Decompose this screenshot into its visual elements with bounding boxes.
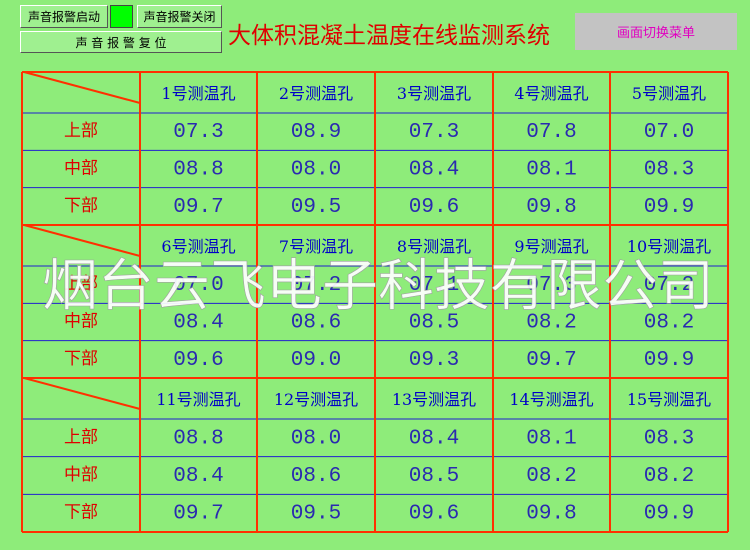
hole-header: 9号测温孔 [514,237,588,256]
page-title: 大体积混凝土温度在线监测系统 [228,23,550,49]
temperature-value: 09.5 [291,196,341,219]
temperature-value: 09.6 [409,196,459,219]
temperature-value: 07.0 [173,274,223,297]
temperature-value: 09.9 [644,503,694,526]
temperature-value: 09.7 [173,196,223,219]
hole-header: 11号测温孔 [156,390,240,409]
temperature-value: 09.7 [173,503,223,526]
temperature-value: 07.2 [644,274,694,297]
temperature-value: 08.4 [173,465,223,488]
watermark: 烟台云飞电子科技有限公司 [42,254,714,319]
hole-header: 10号测温孔 [627,237,711,256]
hole-header: 13号测温孔 [392,390,476,409]
temperature-value: 09.0 [291,349,341,372]
temperature-value: 07.3 [526,274,576,297]
temperature-value: 08.3 [644,159,694,182]
temperature-value: 09.9 [644,196,694,219]
header-diagonal [23,224,141,257]
menu-button[interactable]: 画面切换菜单 [575,13,737,50]
temperature-value: 08.1 [526,159,576,182]
temperature-value: 07.8 [526,121,576,144]
temperature-value: 08.8 [173,159,223,182]
hole-header: 8号测温孔 [397,237,471,256]
row-label: 上部 [64,427,98,447]
row-label: 上部 [64,274,98,294]
hole-header: 6号测温孔 [161,237,235,256]
hole-header: 7号测温孔 [279,237,353,256]
temperature-value: 09.9 [644,349,694,372]
hole-header: 14号测温孔 [509,390,593,409]
header-diagonal [23,71,141,104]
hole-header: 1号测温孔 [161,84,235,103]
temperature-value: 08.2 [644,312,694,335]
temperature-value: 08.2 [644,465,694,488]
temperature-value: 08.5 [409,312,459,335]
temperature-value: 07.1 [409,274,459,297]
temperature-value: 08.4 [409,159,459,182]
alarm-indicator [110,5,133,28]
temperature-value: 09.6 [409,503,459,526]
temperature-value: 08.3 [644,427,694,450]
temperature-value: 09.7 [526,349,576,372]
row-label: 中部 [64,465,98,485]
temperature-value: 08.0 [291,159,341,182]
temperature-value: 08.2 [526,465,576,488]
alarm-reset-button[interactable]: 声 音 报 警 复 位 [20,31,222,53]
row-label: 上部 [64,121,98,141]
temperature-value: 09.5 [291,503,341,526]
hole-header: 2号测温孔 [279,84,353,103]
header-diagonal [23,377,141,410]
hole-header: 15号测温孔 [627,390,711,409]
temperature-value: 07.2 [291,274,341,297]
alarm-on-button[interactable]: 声音报警启动 [20,5,108,28]
temperature-value: 08.9 [291,121,341,144]
temperature-value: 08.2 [526,312,576,335]
temperature-value: 09.6 [173,349,223,372]
hole-header: 5号测温孔 [632,84,706,103]
temperature-value: 09.8 [526,196,576,219]
temperature-value: 08.4 [173,312,223,335]
row-label: 中部 [64,312,98,332]
hole-header: 12号测温孔 [274,390,358,409]
temperature-value: 07.0 [644,121,694,144]
row-label: 下部 [64,196,98,216]
row-label: 下部 [64,503,98,523]
temperature-value: 08.4 [409,427,459,450]
row-label: 下部 [64,349,98,369]
temperature-value: 07.3 [409,121,459,144]
temperature-value: 08.1 [526,427,576,450]
temperature-value: 08.8 [173,427,223,450]
alarm-off-button[interactable]: 声音报警关闭 [137,5,222,28]
hole-header: 4号测温孔 [514,84,588,103]
row-label: 中部 [64,159,98,179]
temperature-value: 08.0 [291,427,341,450]
temperature-value: 08.5 [409,465,459,488]
temperature-value: 09.3 [409,349,459,372]
temperature-value: 09.8 [526,503,576,526]
hole-header: 3号测温孔 [397,84,471,103]
temperature-value: 07.3 [173,121,223,144]
temperature-value: 08.6 [291,465,341,488]
temperature-value: 08.6 [291,312,341,335]
